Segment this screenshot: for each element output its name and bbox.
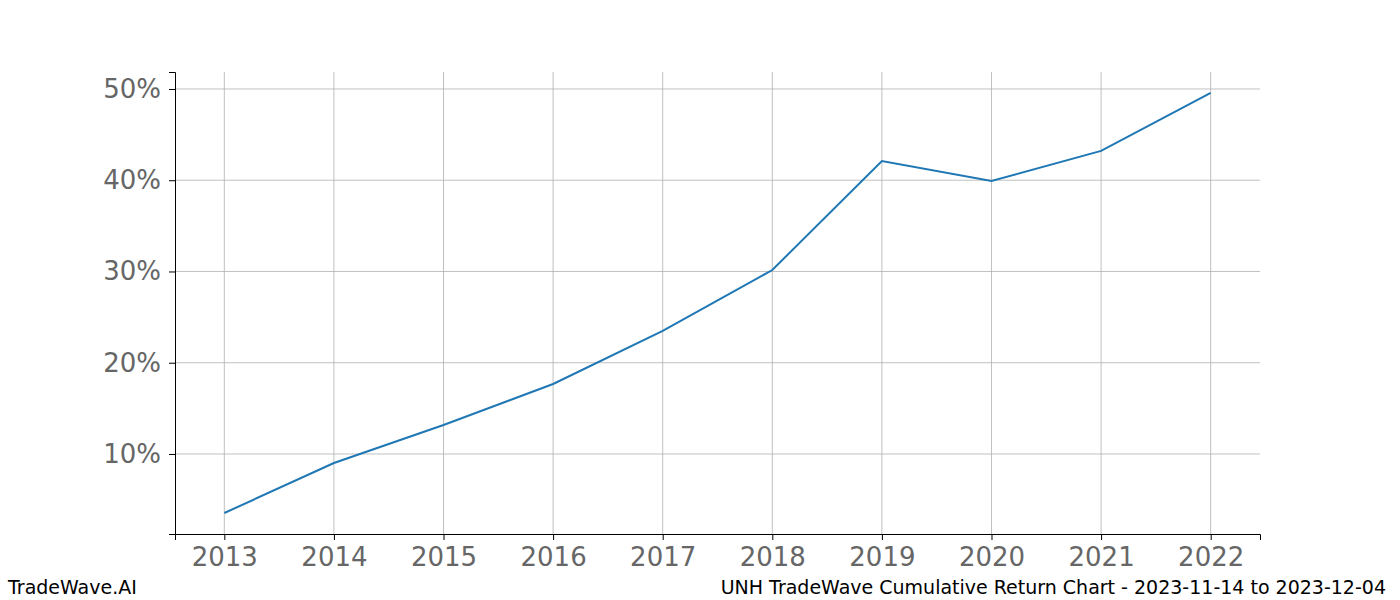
- tick-label: 2020: [959, 542, 1025, 572]
- tick-mark: [169, 271, 175, 272]
- grid: [175, 72, 1260, 534]
- tick-mark: [169, 454, 175, 455]
- grid-line-y: [175, 362, 1260, 363]
- axis-line: [176, 535, 1261, 541]
- tick-label: 2018: [740, 542, 806, 572]
- tick: 40%: [103, 165, 175, 195]
- tick: 10%: [103, 439, 175, 469]
- tick-mark: [553, 534, 554, 540]
- tick-label: 2021: [1069, 542, 1135, 572]
- tick-mark: [334, 534, 335, 540]
- chart: 2013 2014 2015 2016 2017 2018 2019 2020 2021 2022…: [0, 0, 1400, 600]
- tick: 2013: [192, 534, 258, 572]
- grid-line-x: [553, 72, 554, 534]
- tick-mark: [169, 363, 175, 364]
- tick-mark: [444, 534, 445, 540]
- grid-line-y: [175, 453, 1260, 454]
- tick: 20%: [103, 348, 175, 378]
- tick-mark: [224, 534, 225, 540]
- grid-line-x: [881, 72, 882, 534]
- tick: 2017: [630, 534, 696, 572]
- grid-line-y: [175, 271, 1260, 272]
- tick-mark: [169, 89, 175, 90]
- grid-line-x: [224, 72, 225, 534]
- watermark: TradeWave.AI: [7, 576, 137, 598]
- tick-label: 2017: [630, 542, 696, 572]
- tick: 2015: [411, 534, 477, 572]
- grid-line-x: [772, 72, 773, 534]
- tick: 50%: [103, 74, 175, 104]
- tick-label: 50%: [103, 74, 161, 104]
- tick-mark: [663, 534, 664, 540]
- x-axis: 2013 2014 2015 2016 2017 2018 2019 2020 2021 2022: [176, 534, 1261, 572]
- y-axis: 10% 20% 30% 40% 50%: [103, 73, 175, 535]
- tick-mark: [1101, 534, 1102, 540]
- tick-label: 10%: [103, 439, 161, 469]
- grid-line-x: [333, 72, 334, 534]
- grid-line-y: [175, 180, 1260, 181]
- title: UNH TradeWave Cumulative Return Chart - …: [721, 576, 1386, 598]
- tick: 2016: [521, 534, 587, 572]
- grid-line-x: [443, 72, 444, 534]
- tick-label: 2022: [1178, 542, 1244, 572]
- tick-mark: [991, 534, 992, 540]
- grid-line-y: [175, 88, 1260, 89]
- grid-line-x: [662, 72, 663, 534]
- tick-label: 20%: [103, 348, 161, 378]
- grid-line-x: [1210, 72, 1211, 534]
- tick-label: 2013: [192, 542, 258, 572]
- tick-mark: [882, 534, 883, 540]
- tick: 2014: [301, 534, 367, 572]
- tick: 2021: [1069, 534, 1135, 572]
- tick-mark: [772, 534, 773, 540]
- tick: 2019: [849, 534, 915, 572]
- grid-line-x: [1101, 72, 1102, 534]
- axis-line: [169, 73, 176, 535]
- tick-label: 2016: [521, 542, 587, 572]
- tick-label: 2014: [301, 542, 367, 572]
- tick-label: 40%: [103, 165, 161, 195]
- series: [224, 93, 1210, 513]
- tick-label: 30%: [103, 256, 161, 286]
- tick: 2020: [959, 534, 1025, 572]
- tick-mark: [1211, 534, 1212, 540]
- tick-label: 2019: [849, 542, 915, 572]
- tick-mark: [169, 180, 175, 181]
- tick: 30%: [103, 256, 175, 286]
- line: [224, 93, 1210, 513]
- tick: 2018: [740, 534, 806, 572]
- grid-line-x: [991, 72, 992, 534]
- plot-area: 2013 2014 2015 2016 2017 2018 2019 2020 2021 2022…: [103, 72, 1260, 572]
- tick-label: 2015: [411, 542, 477, 572]
- tick: 2022: [1178, 534, 1244, 572]
